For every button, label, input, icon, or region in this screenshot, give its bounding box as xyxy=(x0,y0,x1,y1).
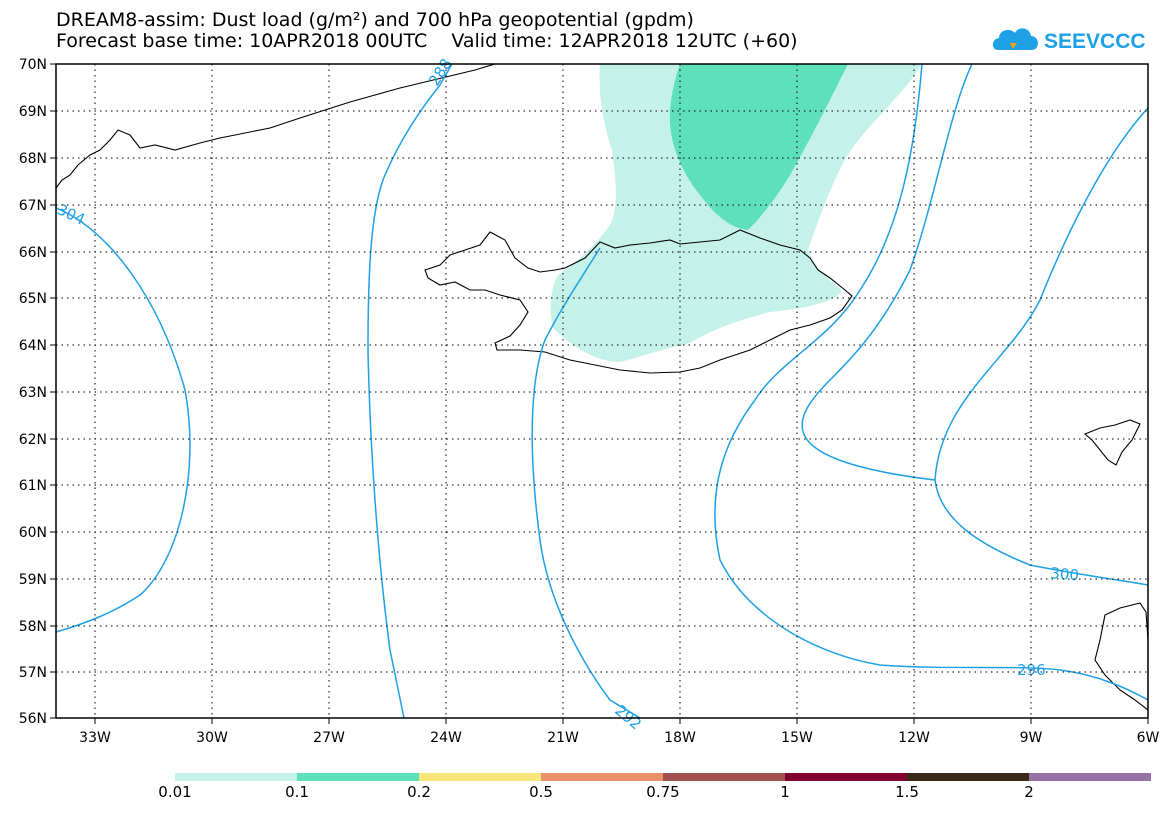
contour-304-line xyxy=(56,207,191,633)
map-title-line-2: Forecast base time: 10APR2018 00UTC Vali… xyxy=(56,30,798,52)
lat-label: 56N xyxy=(19,711,47,727)
seevccc-logo: SEEVCCC xyxy=(992,28,1146,53)
faroe-coast xyxy=(1083,419,1141,466)
lat-label: 64N xyxy=(19,338,47,354)
lon-label: 9W xyxy=(1020,730,1043,746)
colorbar-segment xyxy=(1029,773,1151,781)
lat-label: 70N xyxy=(19,57,47,73)
cloud-icon xyxy=(992,28,1038,50)
lon-label: 30W xyxy=(196,730,228,746)
colorbar-label: 2 xyxy=(1024,783,1034,801)
lat-label: 59N xyxy=(19,572,47,588)
lat-label: 63N xyxy=(19,385,47,401)
map-title-line-1: DREAM8-assim: Dust load (g/m²) and 700 h… xyxy=(56,9,694,31)
contour-label-300: 300 xyxy=(1050,564,1080,584)
greenland-coast xyxy=(56,64,496,189)
lon-label: 15W xyxy=(781,730,813,746)
lon-label: 18W xyxy=(664,730,696,746)
lon-label: 33W xyxy=(79,730,111,746)
colorbar-label: 0.2 xyxy=(407,783,431,801)
contour-300-line xyxy=(801,64,1148,586)
colorbar-segment xyxy=(175,773,297,781)
contour-300-east-line xyxy=(934,107,1148,481)
contour-288-line xyxy=(367,64,453,718)
colorbar-segment xyxy=(541,773,663,781)
lat-label: 68N xyxy=(19,151,47,167)
colorbar-label: 1.5 xyxy=(895,783,919,801)
colorbar-label: 0.01 xyxy=(158,783,191,801)
lon-label: 12W xyxy=(898,730,930,746)
tick-marks xyxy=(50,63,1149,724)
lat-label: 62N xyxy=(19,432,47,448)
lon-label: 6W xyxy=(1137,730,1160,746)
contour-296-line xyxy=(714,64,1148,701)
colorbar-segment xyxy=(663,773,785,781)
lat-label: 66N xyxy=(19,245,47,261)
contour-label-304: 304 xyxy=(54,200,88,228)
colorbar xyxy=(175,773,1151,781)
lat-label: 60N xyxy=(19,525,47,541)
colorbar-segment xyxy=(907,773,1029,781)
lat-label: 67N xyxy=(19,198,47,214)
colorbar-segment xyxy=(297,773,419,781)
grid-lines xyxy=(56,64,1148,718)
dust-area-0.1 xyxy=(669,64,848,230)
lat-label: 58N xyxy=(19,619,47,635)
scotland-coast xyxy=(1094,602,1148,711)
lon-label: 27W xyxy=(313,730,345,746)
lat-label: 65N xyxy=(19,291,47,307)
colorbar-segment xyxy=(785,773,907,781)
logo-text: SEEVCCC xyxy=(1044,30,1146,53)
colorbar-label: 0.1 xyxy=(285,783,309,801)
geopotential-contours xyxy=(56,64,1148,718)
lon-label: 21W xyxy=(547,730,579,746)
lat-label: 69N xyxy=(19,104,47,120)
colorbar-label: 1 xyxy=(780,783,790,801)
colorbar-label: 0.5 xyxy=(529,783,553,801)
coastlines xyxy=(56,64,1148,711)
map-frame xyxy=(55,63,1149,719)
lat-label: 57N xyxy=(19,665,47,681)
colorbar-segment xyxy=(419,773,541,781)
lon-label: 24W xyxy=(430,730,462,746)
colorbar-label: 0.75 xyxy=(646,783,679,801)
iceland-coast xyxy=(424,229,853,374)
contour-label-288: 288 xyxy=(425,55,455,89)
lat-label: 61N xyxy=(19,478,47,494)
dust-shading xyxy=(550,64,922,362)
contour-292-line xyxy=(531,247,641,718)
